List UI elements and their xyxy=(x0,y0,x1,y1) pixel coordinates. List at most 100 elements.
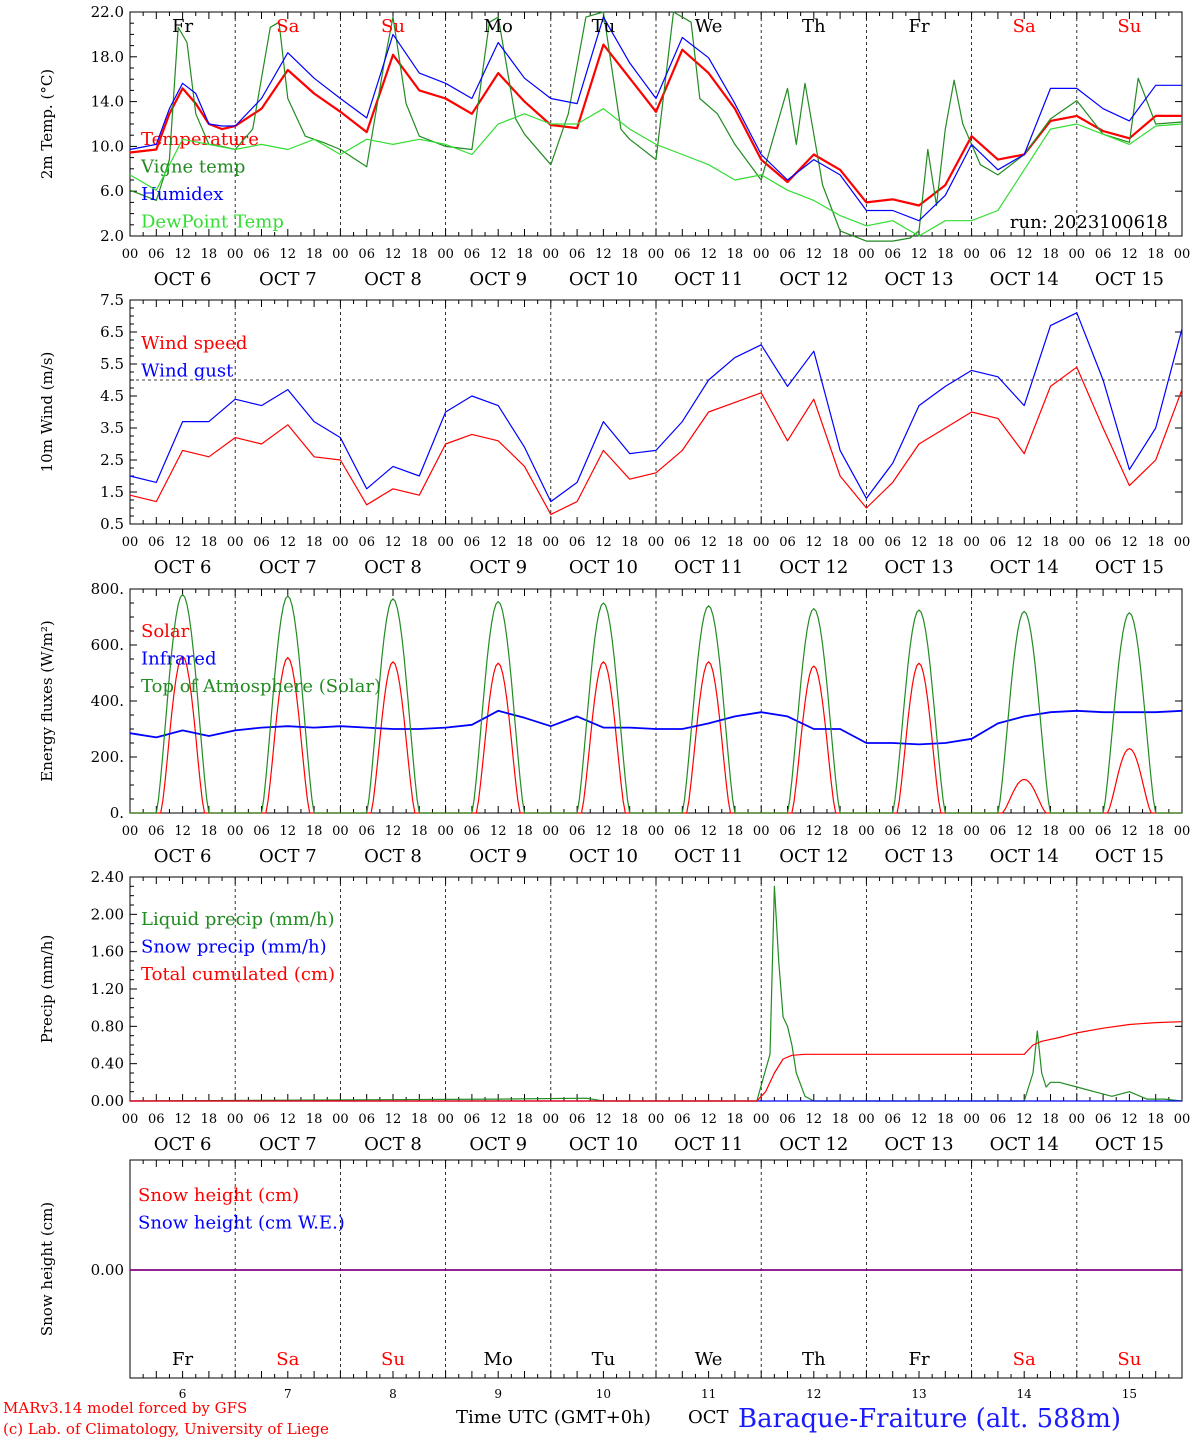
x-hour-label: 12 xyxy=(385,1112,402,1127)
x-hour-label: 12 xyxy=(174,535,191,550)
series-line-1 xyxy=(129,366,1183,515)
x-day-label: OCT 6 xyxy=(154,269,212,290)
x-day-number: 9 xyxy=(494,1387,502,1401)
x-hour-label: 12 xyxy=(1016,247,1033,262)
legend-entry: Wind speed xyxy=(141,333,247,354)
legend-entry: Infrared xyxy=(141,649,216,670)
legend-entry: DewPoint Temp xyxy=(141,212,284,233)
x-hour-label: 12 xyxy=(806,824,823,839)
weekday-label: Su xyxy=(1117,1349,1141,1370)
x-day-label: OCT 10 xyxy=(569,1134,638,1155)
y-tick-label: 800. xyxy=(91,580,124,598)
x-day-label: OCT 8 xyxy=(364,557,422,578)
x-hour-label: 18 xyxy=(306,824,323,839)
x-day-label: OCT 9 xyxy=(469,1134,527,1155)
x-hour-label: 12 xyxy=(1121,535,1138,550)
x-hour-label: 18 xyxy=(937,535,954,550)
x-day-number: 15 xyxy=(1122,1387,1137,1401)
panel-2: 0.5 1.5 2.5 3.5 4.5 5.5 6.5 7.5 10m Wind (m/s) Wi… xyxy=(38,291,1190,578)
x-hour-label: 12 xyxy=(174,247,191,262)
x-hour-label: 06 xyxy=(358,824,375,839)
x-hour-label: 18 xyxy=(516,535,533,550)
x-hour-label: 06 xyxy=(148,247,165,262)
x-hour-label: 12 xyxy=(1121,824,1138,839)
y-tick-label: 3.5 xyxy=(100,419,124,437)
x-hour-label: 06 xyxy=(358,535,375,550)
x-day-label: OCT 11 xyxy=(674,557,743,578)
x-hour-label: 12 xyxy=(174,1112,191,1127)
weekday-label: We xyxy=(695,16,723,37)
weekday-label: Fr xyxy=(908,16,929,37)
weekday-label: Fr xyxy=(172,1349,193,1370)
x-day-label: OCT 15 xyxy=(1095,557,1164,578)
x-hour-label: 06 xyxy=(253,824,270,839)
series-line-3 xyxy=(130,594,1182,814)
y-tick-label: 0.00 xyxy=(91,1261,124,1279)
x-hour-label: 18 xyxy=(1147,824,1164,839)
x-hour-label: 12 xyxy=(1016,824,1033,839)
x-hour-label: 00 xyxy=(963,1112,980,1127)
x-hour-label: 12 xyxy=(490,1112,507,1127)
weekday-label: Th xyxy=(802,16,826,37)
x-hour-label: 06 xyxy=(1095,247,1112,262)
weekday-label: Fr xyxy=(908,1349,929,1370)
x-hour-label: 12 xyxy=(595,1112,612,1127)
x-day-label: OCT 6 xyxy=(154,557,212,578)
y-tick-label: 2.0 xyxy=(100,227,124,245)
series-line-4 xyxy=(129,108,1183,237)
x-hour-label: 06 xyxy=(253,247,270,262)
x-hour-label: 00 xyxy=(1069,1112,1086,1127)
x-hour-label: 00 xyxy=(963,824,980,839)
x-hour-label: 00 xyxy=(858,535,875,550)
x-hour-label: 00 xyxy=(332,247,349,262)
series-line-1 xyxy=(129,43,1182,207)
x-hour-label: 12 xyxy=(280,1112,297,1127)
x-hour-label: 06 xyxy=(990,1112,1007,1127)
weekday-label: Sa xyxy=(1013,16,1036,37)
x-hour-label: 00 xyxy=(227,247,244,262)
weekday-label: Su xyxy=(1117,16,1141,37)
footer-month: OCT xyxy=(688,1407,729,1428)
x-hour-label: 18 xyxy=(201,1112,218,1127)
x-hour-label: 00 xyxy=(227,824,244,839)
x-hour-label: 18 xyxy=(832,824,849,839)
x-hour-label: 00 xyxy=(227,535,244,550)
weekday-label: Su xyxy=(381,16,405,37)
x-day-label: OCT 12 xyxy=(779,557,848,578)
x-day-label: OCT 15 xyxy=(1095,1134,1164,1155)
x-hour-label: 00 xyxy=(648,535,665,550)
x-hour-label: 00 xyxy=(753,1112,770,1127)
x-day-label: OCT 12 xyxy=(779,1134,848,1155)
x-hour-label: 18 xyxy=(411,824,428,839)
x-day-label: OCT 14 xyxy=(990,846,1059,867)
x-hour-label: 18 xyxy=(306,247,323,262)
x-hour-label: 00 xyxy=(858,1112,875,1127)
x-hour-label: 00 xyxy=(227,1112,244,1127)
y-axis-title: Precip (mm/h) xyxy=(38,935,56,1044)
x-hour-label: 18 xyxy=(832,1112,849,1127)
x-hour-label: 12 xyxy=(280,824,297,839)
y-tick-label: 6.0 xyxy=(100,182,124,200)
x-hour-label: 18 xyxy=(201,247,218,262)
x-day-label: OCT 12 xyxy=(779,269,848,290)
x-hour-label: 00 xyxy=(648,247,665,262)
x-hour-label: 12 xyxy=(911,247,928,262)
x-hour-label: 06 xyxy=(569,247,586,262)
x-hour-label: 00 xyxy=(1069,247,1086,262)
footer-model-line: MARv3.14 model forced by GFS xyxy=(3,1399,247,1417)
x-day-number: 10 xyxy=(596,1387,611,1401)
x-hour-label: 18 xyxy=(621,247,638,262)
plot-frame xyxy=(129,11,1183,237)
x-hour-label: 12 xyxy=(595,535,612,550)
panel-5: 0.00 Snow height (cm) Snow height (cm) Snow… xyxy=(38,1159,1183,1401)
x-hour-label: 18 xyxy=(621,535,638,550)
x-hour-label: 00 xyxy=(122,247,139,262)
x-day-label: OCT 7 xyxy=(259,269,317,290)
legend-entry: Top of Atmosphere (Solar) xyxy=(141,676,381,697)
x-hour-label: 12 xyxy=(911,535,928,550)
x-hour-label: 00 xyxy=(543,824,560,839)
legend-entry: Humidex xyxy=(141,184,223,205)
x-day-label: OCT 13 xyxy=(884,269,953,290)
x-hour-label: 06 xyxy=(990,535,1007,550)
x-hour-label: 18 xyxy=(411,535,428,550)
